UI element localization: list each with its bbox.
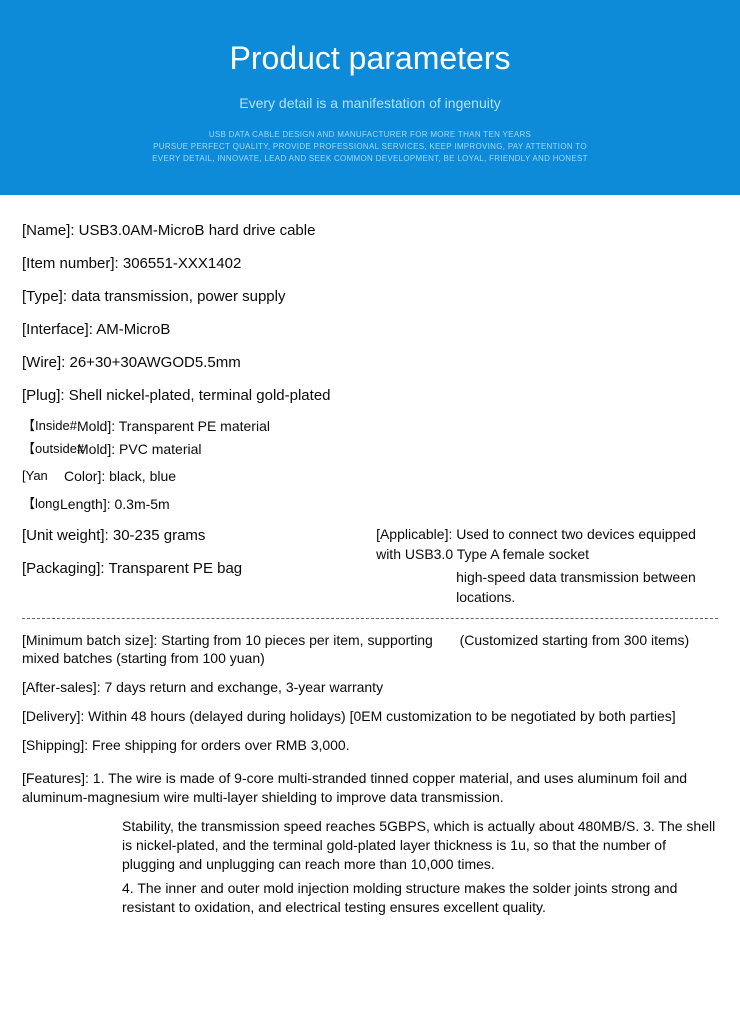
spec-outside-right: Mold]: PVC material	[77, 441, 201, 458]
spec-applicable: [Applicable]: Used to connect two device…	[376, 525, 718, 564]
spec-unit-weight: [Unit weight]: 30-235 grams	[22, 525, 356, 546]
spec-long-right: Length]: 0.3m-5m	[60, 496, 170, 513]
page-subtitle: Every detail is a manifestation of ingen…	[20, 95, 720, 111]
spec-features-1: [Features]: 1. The wire is made of 9-cor…	[22, 769, 718, 807]
spec-color: [Yan Color]: black, blue	[22, 468, 718, 485]
divider	[22, 618, 718, 619]
header-banner: Product parameters Every detail is a man…	[0, 0, 740, 195]
spec-inside-right: Mold]: Transparent PE material	[77, 418, 270, 435]
spec-delivery: [Delivery]: Within 48 hours (delayed dur…	[22, 707, 718, 726]
spec-inside-mold: 【Inside# Mold]: Transparent PE material	[22, 418, 718, 435]
tagline-line-3: EVERY DETAIL, INNOVATE, LEAD AND SEEK CO…	[95, 153, 645, 165]
spec-min-batch: [Minimum batch size]: Starting from 10 p…	[22, 631, 440, 669]
spec-yan-right: Color]: black, blue	[64, 468, 176, 485]
spec-shipping: [Shipping]: Free shipping for orders ove…	[22, 736, 718, 755]
tagline-line-1: USB DATA CABLE DESIGN AND MANUFACTURER F…	[95, 129, 645, 141]
header-tagline: USB DATA CABLE DESIGN AND MANUFACTURER F…	[95, 129, 645, 165]
spec-wire: [Wire]: 26+30+30AWGOD5.5mm	[22, 352, 718, 373]
spec-applicable-2: high-speed data transmission between loc…	[456, 568, 718, 607]
spec-interface: [Interface]: AM-MicroB	[22, 319, 718, 340]
spec-type: [Type]: data transmission, power supply	[22, 286, 718, 307]
spec-name: [Name]: USB3.0AM-MicroB hard drive cable	[22, 220, 718, 241]
spec-long-left: 【long	[22, 496, 60, 512]
spec-inside-left: 【Inside#	[22, 418, 77, 434]
spec-weight-applicable-row: [Unit weight]: 30-235 grams [Packaging]:…	[22, 525, 718, 607]
spec-outside-left: 【outside#	[22, 441, 77, 457]
spec-after-sales: [After-sales]: 7 days return and exchang…	[22, 678, 718, 697]
spec-item-number: [Item number]: 306551-XXX1402	[22, 253, 718, 274]
page-title: Product parameters	[20, 40, 720, 77]
spec-outside-mold: 【outside# Mold]: PVC material	[22, 441, 718, 458]
spec-min-batch-custom: (Customized starting from 300 items)	[460, 631, 718, 669]
spec-yan-left: [Yan	[22, 468, 64, 484]
lower-section: [Minimum batch size]: Starting from 10 p…	[22, 631, 718, 918]
spec-packaging: [Packaging]: Transparent PE bag	[22, 558, 356, 579]
tagline-line-2: PURSUE PERFECT QUALITY, PROVIDE PROFESSI…	[95, 141, 645, 153]
content-area: [Name]: USB3.0AM-MicroB hard drive cable…	[0, 195, 740, 943]
spec-length: 【long Length]: 0.3m-5m	[22, 496, 718, 513]
spec-features-2: Stability, the transmission speed reache…	[122, 817, 718, 874]
spec-plug: [Plug]: Shell nickel-plated, terminal go…	[22, 385, 718, 406]
spec-features-4: 4. The inner and outer mold injection mo…	[122, 879, 718, 917]
